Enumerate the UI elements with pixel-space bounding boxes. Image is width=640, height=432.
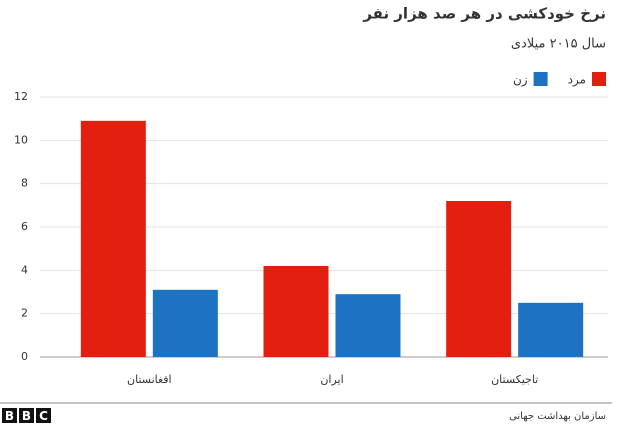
chart-title: نرخ خودکشی در هر صد هزار نفر: [362, 5, 606, 23]
bar: [80, 120, 146, 357]
y-tick-label: 4: [21, 263, 28, 276]
legend-label: مرد: [568, 73, 586, 88]
logo-box: [36, 408, 51, 423]
logo-letter: B: [22, 409, 31, 423]
bar: [152, 289, 218, 357]
legend-swatch: [533, 72, 548, 86]
y-tick-label: 6: [21, 220, 28, 233]
bar: [335, 294, 401, 357]
y-tick-label: 10: [14, 133, 28, 146]
source: سازمان بهداشت جهانی: [509, 411, 606, 422]
bar: [263, 266, 329, 357]
legend-swatch: [592, 72, 606, 86]
bar: [446, 201, 512, 357]
bar: [518, 302, 584, 357]
x-tick-label: ایران: [320, 373, 343, 386]
logo-box: [19, 408, 34, 423]
y-tick-label: 2: [21, 307, 28, 320]
x-tick-label: تاجیکستان: [491, 373, 538, 386]
legend-label: زن: [513, 73, 528, 88]
y-tick-label: 8: [21, 177, 28, 190]
logo-letter: B: [5, 409, 14, 423]
x-tick-label: افغانستان: [127, 373, 172, 386]
y-tick-label: 12: [14, 90, 28, 103]
chart-subtitle: سال ۲۰۱۵ میلادی: [511, 37, 606, 52]
y-tick-label: 0: [21, 350, 28, 363]
logo-box: [2, 408, 17, 423]
logo-letter: C: [39, 409, 48, 423]
